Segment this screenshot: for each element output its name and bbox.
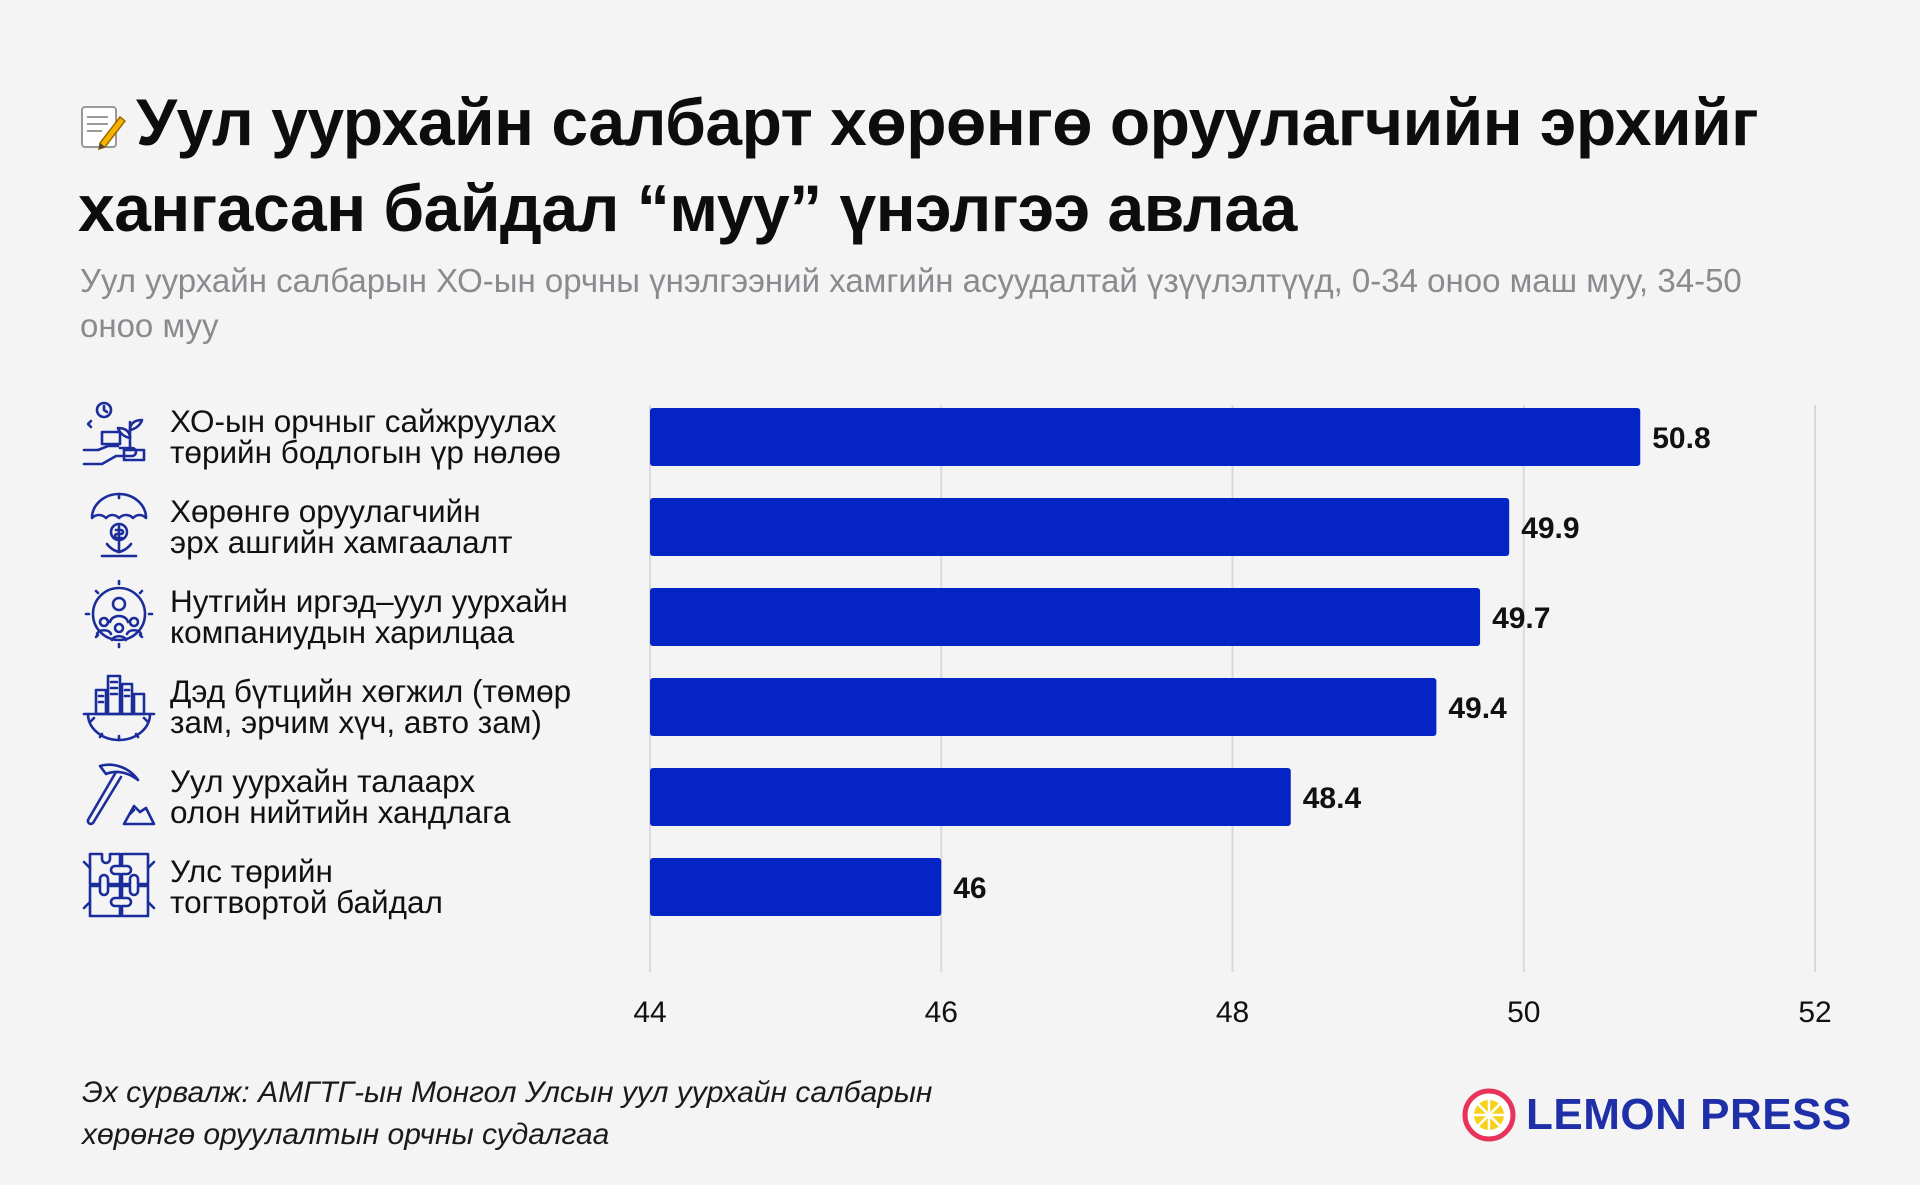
category-row: Хөрөнгө оруулагчийн эрх ашгийн хамгаалал…	[80, 487, 650, 567]
bar-value-label: 49.4	[1448, 692, 1507, 725]
bar	[650, 858, 942, 916]
category-label: Улс төрийн тогтвортой байдал	[170, 853, 443, 920]
source-note: Эх сурвалж: АМГТГ-ын Монгол Улсын уул уу…	[82, 1076, 933, 1151]
category-row: ХО-ын орчныг сайжруулах төрийн бодлогын …	[80, 397, 650, 477]
bar	[650, 408, 1641, 466]
pickaxe-mining-icon	[80, 758, 170, 837]
bar	[650, 678, 1437, 736]
x-tick-label: 50	[1507, 996, 1540, 1029]
category-label: Хөрөнгө оруулагчийн эрх ашгийн хамгаалал…	[170, 493, 513, 560]
title-text: Уул уурхайн салбарт хөрөнгө оруулагчийн …	[78, 85, 1759, 245]
category-row: Улс төрийн тогтвортой байдал	[80, 847, 650, 927]
category-row: Уул уурхайн талаарх олон нийтийн хандлаг…	[80, 757, 650, 837]
x-tick-label: 52	[1798, 996, 1831, 1029]
page-title: Уул уурхайн салбарт хөрөнгө оруулагчийн …	[78, 82, 1858, 248]
bar	[650, 588, 1481, 646]
bar-value-label: 46	[953, 872, 986, 905]
x-tick-label: 46	[925, 996, 958, 1029]
bar-value-label: 50.8	[1652, 422, 1710, 455]
category-row: Нутгийн иргэд–уул уурхайн компаниудын ха…	[80, 577, 650, 657]
category-label: ХО-ын орчныг сайжруулах төрийн бодлогын …	[170, 403, 561, 470]
brand-logo: LEMON PRESS	[1462, 1088, 1852, 1142]
bar-value-label: 49.7	[1492, 602, 1550, 635]
memo-icon	[78, 88, 127, 168]
category-label: Дэд бүтцийн хөгжил (төмөр зам, эрчим хүч…	[170, 673, 572, 740]
bar-value-label: 49.9	[1521, 512, 1579, 545]
infrastructure-icon	[80, 668, 170, 747]
x-tick-label: 44	[633, 996, 666, 1029]
lemon-logo-icon	[1462, 1088, 1516, 1142]
bar-value-label: 48.4	[1303, 782, 1362, 815]
bar	[650, 768, 1291, 826]
title-block: Уул уурхайн салбарт хөрөнгө оруулагчийн …	[78, 82, 1858, 248]
plant-growth-icon	[80, 398, 170, 477]
community-relations-icon	[80, 578, 170, 657]
political-stability-icon	[80, 848, 170, 927]
investment-protection-icon	[80, 488, 170, 567]
category-label: Нутгийн иргэд–уул уурхайн компаниудын ха…	[170, 583, 568, 650]
subtitle: Уул уурхайн салбарын ХО-ын орчны үнэлгээ…	[80, 262, 1742, 344]
bar-chart: 44 46 48 50 52 50.8 49.9 49.7 49.4 48.4 46	[633, 405, 1832, 1029]
bar	[650, 498, 1510, 556]
category-label: Уул уурхайн талаарх олон нийтийн хандлаг…	[170, 763, 511, 830]
brand-name: LEMON PRESS	[1526, 1090, 1852, 1139]
x-tick-label: 48	[1216, 996, 1249, 1029]
category-row: Дэд бүтцийн хөгжил (төмөр зам, эрчим хүч…	[80, 667, 650, 747]
